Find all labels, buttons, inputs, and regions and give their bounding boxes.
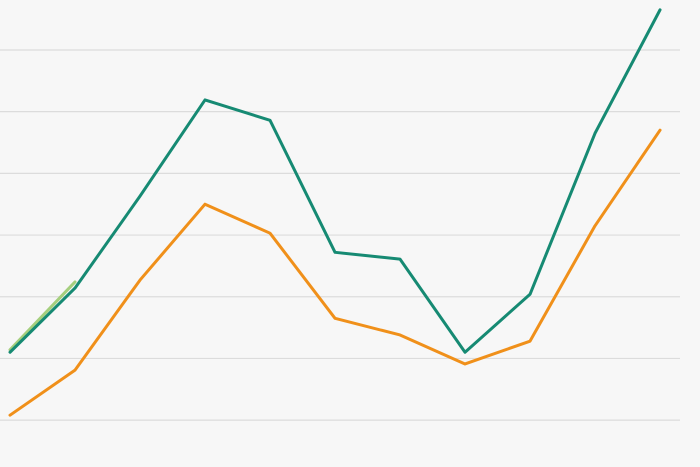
series-line [8,128,662,417]
series-line [8,280,77,352]
series-line [8,8,662,354]
